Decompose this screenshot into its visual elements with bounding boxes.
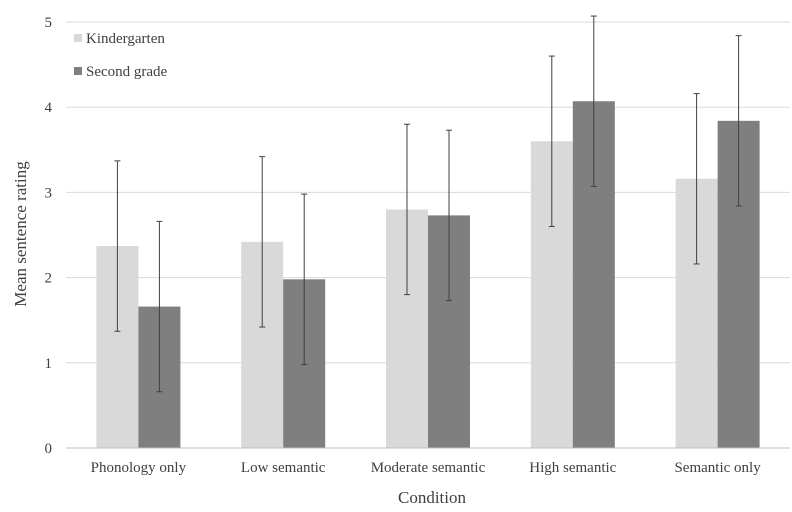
error-bars [114, 15, 742, 393]
legend-kindergarten-swatch [74, 34, 82, 42]
y-tick-label: 4 [45, 100, 53, 116]
axes: 0 1 2 3 4 5 Phonology only Low semantic Moderate… [45, 15, 790, 476]
error-bar [301, 193, 308, 366]
legend-kindergarten-label: Kindergarten [86, 31, 165, 47]
error-bar [590, 15, 597, 187]
y-tick-label: 2 [45, 271, 53, 287]
x-tick-label: Moderate semantic [371, 460, 486, 476]
error-bar [114, 160, 121, 332]
y-tick-label: 5 [45, 15, 53, 31]
error-bar [259, 156, 266, 328]
error-bar [156, 220, 163, 393]
y-tick-label: 0 [45, 441, 53, 457]
error-bar [446, 129, 452, 302]
x-tick-label: Low semantic [241, 460, 326, 476]
legend-second-grade-swatch [74, 67, 82, 75]
legend: Kindergarten Second grade [74, 31, 168, 80]
x-tick-label: Semantic only [674, 460, 761, 476]
x-tick-label: Phonology only [91, 460, 187, 476]
y-axis-title: Mean sentence rating [11, 161, 30, 307]
legend-second-grade-label: Second grade [86, 64, 168, 80]
error-bar [693, 93, 700, 265]
error-bar [404, 123, 410, 296]
gridlines [66, 21, 790, 364]
error-bar [735, 35, 742, 207]
bars [96, 101, 760, 449]
x-axis-title: Condition [398, 488, 467, 507]
error-bar [548, 55, 555, 227]
y-tick-label: 1 [45, 356, 53, 372]
y-tick-label: 3 [45, 185, 53, 201]
x-tick-label: High semantic [529, 460, 616, 476]
